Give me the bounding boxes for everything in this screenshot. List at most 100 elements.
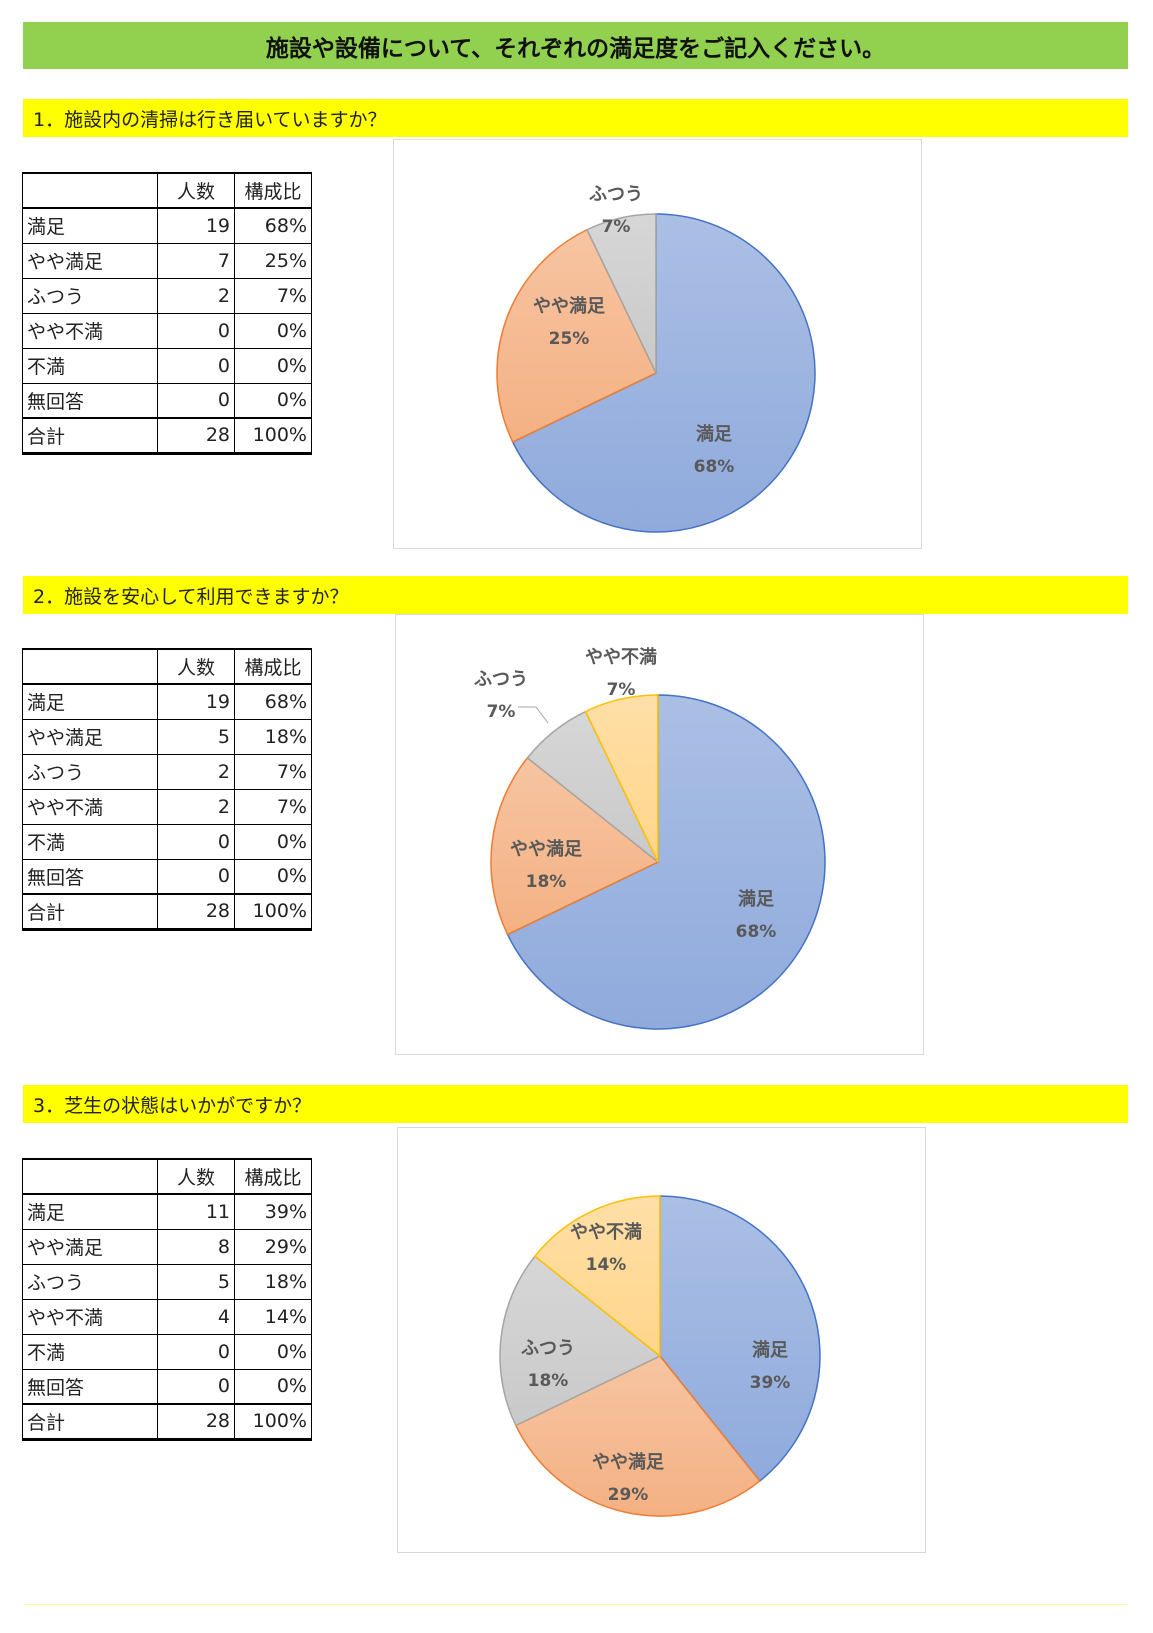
table-row: 満足 19 68% [22,207,312,244]
header-ratio: 構成比 [234,172,312,209]
header-ratio: 構成比 [234,1158,312,1195]
table-row: ふつう 2 7% [22,753,312,790]
pie-label-name: 満足 [696,423,732,445]
row-count: 0 [157,382,235,419]
row-count: 0 [157,347,235,384]
pie-label-value: 25% [549,329,590,349]
table-row: 満足 11 39% [22,1193,312,1230]
pie-label-name: やや満足 [533,295,605,317]
pie-label-name: ふつう [589,184,643,205]
pie-chart-q3-frame: 満足 39% やや満足 29% ふつう 18% やや不満 14% [397,1127,926,1553]
total-ratio: 100% [234,417,312,455]
row-count: 0 [157,312,235,349]
row-count: 4 [157,1298,235,1335]
row-ratio: 0% [234,312,312,349]
row-label: 満足 [22,1193,158,1230]
row-ratio: 0% [234,858,312,895]
leader-line [518,706,549,724]
pie-slice-満足 [511,213,816,533]
row-ratio: 18% [234,1263,312,1300]
pie-slice-ふつう [586,213,657,374]
row-label: やや不満 [22,312,158,349]
bottom-divider [23,1604,1128,1605]
header-label [22,1158,158,1195]
pie-label-name: 満足 [752,1339,788,1361]
row-label: 不満 [22,823,158,860]
pie-slice-満足 [659,1195,821,1483]
table-row: 不満 0 0% [22,823,312,860]
table-row: やや不満 2 7% [22,788,312,825]
table-q2: 人数 構成比 満足 19 68% やや満足 5 18% ふつう 2 7% やや不満 2 7% 不… [22,648,312,931]
row-ratio: 7% [234,277,312,314]
header-label [22,172,158,209]
row-label: 不満 [22,347,158,384]
pie-label-value: 18% [528,1371,569,1391]
table-row: やや満足 8 29% [22,1228,312,1265]
row-count: 19 [157,207,235,244]
pie-slice-やや満足 [490,756,660,936]
table-total-row: 合計 28 100% [22,417,312,455]
row-label: 無回答 [22,382,158,419]
table-row: 不満 0 0% [22,347,312,384]
row-count: 8 [157,1228,235,1265]
total-label: 合計 [22,893,158,931]
pie-chart-q2-frame: 満足 68% やや満足 18% ふつう 7% やや不満 7% [395,614,924,1055]
row-count: 0 [157,1333,235,1370]
table-total-row: 合計 28 100% [22,893,312,931]
row-label: やや不満 [22,1298,158,1335]
pie-label-value: 7% [487,702,516,722]
row-count: 7 [157,242,235,279]
row-ratio: 7% [234,788,312,825]
row-label: ふつう [22,277,158,314]
row-count: 0 [157,858,235,895]
pie-label-name: ふつう [474,669,528,690]
row-ratio: 7% [234,753,312,790]
row-ratio: 0% [234,347,312,384]
row-ratio: 39% [234,1193,312,1230]
total-label: 合計 [22,417,158,455]
row-ratio: 68% [234,207,312,244]
row-count: 0 [157,1368,235,1405]
total-count: 28 [157,1403,235,1441]
row-count: 2 [157,788,235,825]
row-ratio: 18% [234,718,312,755]
question-1-heading: 1．施設内の清掃は行き届いていますか？ [23,99,1128,137]
pie-label-name: やや満足 [592,1451,664,1473]
total-count: 28 [157,893,235,931]
row-ratio: 0% [234,1333,312,1370]
pie-slice-ふつう [499,1255,662,1427]
row-ratio: 68% [234,683,312,720]
row-label: ふつう [22,1263,158,1300]
pie-label-value: 7% [602,217,631,237]
row-count: 11 [157,1193,235,1230]
header-count: 人数 [157,648,235,685]
row-label: 無回答 [22,858,158,895]
table-row: 無回答 0 0% [22,1368,312,1405]
row-count: 2 [157,277,235,314]
row-ratio: 25% [234,242,312,279]
row-label: 不満 [22,1333,158,1370]
table-row: ふつう 2 7% [22,277,312,314]
table-row: やや満足 7 25% [22,242,312,279]
pie-label-name: やや不満 [585,646,657,668]
row-count: 19 [157,683,235,720]
pie-label-value: 68% [736,922,777,942]
pie-chart-q2: 満足 68% やや満足 18% ふつう 7% やや不満 7% [474,646,826,1030]
question-2-heading: 2．施設を安心して利用できますか？ [23,576,1128,614]
pie-slice-満足 [506,694,826,1030]
table-total-row: 合計 28 100% [22,1403,312,1441]
total-label: 合計 [22,1403,158,1441]
row-ratio: 0% [234,823,312,860]
row-ratio: 0% [234,1368,312,1405]
total-ratio: 100% [234,1403,312,1441]
table-row: 不満 0 0% [22,1333,312,1370]
pie-slice-やや不満 [533,1195,661,1358]
row-count: 0 [157,823,235,860]
header-count: 人数 [157,172,235,209]
row-ratio: 29% [234,1228,312,1265]
total-ratio: 100% [234,893,312,931]
pie-slice-やや満足 [496,228,658,443]
pie-chart-q1-frame: 満足 68% やや満足 25% ふつう 7% [393,139,922,549]
row-label: 満足 [22,207,158,244]
page-title: 施設や設備について、それぞれの満足度をご記入ください。 [23,22,1128,69]
